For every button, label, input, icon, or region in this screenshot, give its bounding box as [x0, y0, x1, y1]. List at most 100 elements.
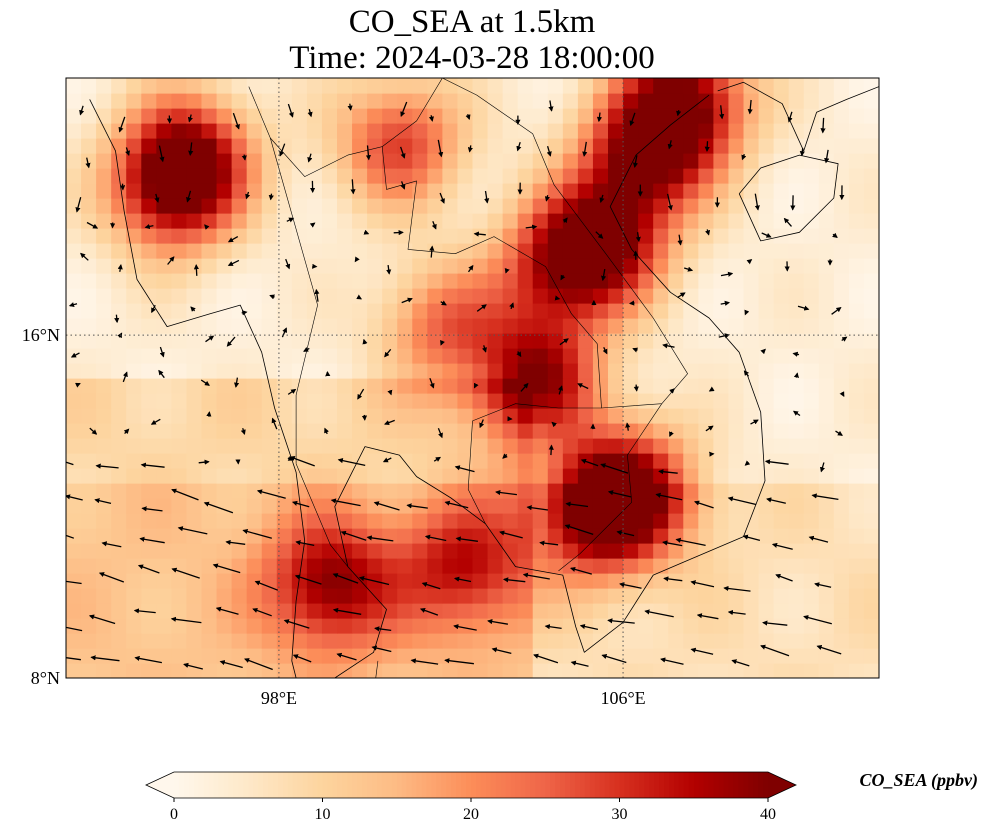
heatmap-cell	[638, 213, 654, 229]
heatmap-cell	[337, 348, 353, 364]
heatmap-cell	[713, 663, 730, 678]
heatmap-cell	[186, 603, 203, 619]
heatmap-cell	[141, 618, 157, 634]
heatmap-cell	[231, 573, 248, 589]
wind-vector	[437, 139, 444, 158]
heatmap-cell	[111, 393, 127, 409]
heatmap-cell	[803, 468, 820, 484]
colorbar-segment	[188, 772, 195, 798]
heatmap-cell	[276, 123, 293, 139]
heatmap-cell	[231, 183, 248, 199]
wind-vector	[227, 259, 240, 266]
heatmap-cell	[427, 438, 443, 454]
heatmap-cell	[728, 243, 745, 259]
heatmap-cell	[276, 633, 293, 649]
heatmap-cell	[502, 348, 519, 364]
colorbar-segment	[332, 772, 338, 798]
heatmap-cell	[126, 153, 142, 169]
heatmap-cell	[683, 663, 699, 678]
wind-vector	[731, 659, 750, 667]
heatmap-cell	[276, 603, 293, 619]
wind-vector	[285, 258, 291, 270]
heatmap-cell	[517, 528, 534, 544]
heatmap-cell	[66, 648, 82, 664]
colorbar-tick-label: 10	[315, 806, 331, 823]
heatmap-cell	[863, 648, 879, 664]
heatmap-cell	[773, 393, 790, 409]
heatmap-cell	[623, 258, 639, 274]
heatmap-cell	[517, 603, 534, 619]
heatmap-cell	[683, 588, 699, 604]
heatmap-cell	[803, 108, 820, 124]
heatmap-cell	[698, 543, 714, 559]
wind-vector	[663, 576, 683, 582]
heatmap-cell	[502, 318, 519, 334]
heatmap-cell	[321, 588, 338, 604]
heatmap-cell	[337, 153, 353, 169]
colorbar-segment	[664, 772, 670, 798]
heatmap-cell	[577, 603, 594, 619]
heatmap-cell	[442, 543, 459, 559]
heatmap-cell	[156, 423, 172, 439]
heatmap-cell	[291, 303, 308, 319]
heatmap-cell	[487, 588, 504, 604]
heatmap-cell	[668, 183, 684, 199]
wind-vector	[444, 500, 469, 509]
heatmap-cell	[382, 393, 398, 409]
heatmap-cell	[562, 423, 579, 439]
heatmap-cell	[96, 333, 112, 349]
heatmap-cell	[487, 258, 504, 274]
colorbar-segment	[312, 772, 319, 798]
heatmap-cell	[532, 198, 549, 214]
heatmap-cell	[683, 123, 699, 139]
heatmap-cell	[472, 363, 489, 379]
heatmap-cell	[638, 663, 654, 678]
heatmap-cell	[562, 483, 579, 499]
heatmap-cell	[773, 288, 790, 304]
heatmap-cell	[367, 138, 383, 154]
heatmap-cell	[216, 198, 233, 214]
heatmap-cell	[773, 78, 790, 94]
wind-vector	[658, 469, 678, 475]
heatmap-cell	[833, 648, 850, 664]
wind-vector	[400, 101, 408, 117]
heatmap-cell	[818, 498, 835, 514]
heatmap-cell	[231, 138, 248, 154]
heatmap-cell	[442, 453, 459, 469]
heatmap-cell	[276, 663, 293, 678]
heatmap-cell	[231, 633, 248, 649]
heatmap-cell	[833, 198, 850, 214]
heatmap-cell	[608, 513, 624, 529]
heatmap-cell	[427, 648, 443, 664]
wind-vector	[70, 352, 80, 358]
heatmap-cell	[562, 123, 579, 139]
heatmap-cell	[653, 288, 669, 304]
heatmap-cell	[261, 588, 278, 604]
wind-vector	[723, 585, 751, 592]
heatmap-cell	[577, 378, 594, 394]
heatmap-cell	[803, 258, 820, 274]
heatmap-cell	[818, 198, 835, 214]
heatmap-cell	[156, 558, 172, 574]
colorbar-segment	[570, 772, 576, 798]
plot-area	[66, 78, 879, 678]
heatmap-cell	[276, 183, 293, 199]
wind-vector	[741, 153, 747, 161]
heatmap-cell	[201, 273, 218, 289]
heatmap-cell	[683, 573, 699, 589]
heatmap-cell	[156, 393, 172, 409]
heatmap-cell	[337, 168, 353, 184]
heatmap-cell	[246, 648, 263, 664]
heatmap-cell	[126, 78, 142, 94]
heatmap-cell	[517, 228, 534, 244]
heatmap-cell	[863, 393, 879, 409]
heatmap-cell	[713, 78, 730, 94]
heatmap-cell	[397, 468, 413, 484]
heatmap-cell	[141, 408, 157, 424]
heatmap-cell	[818, 273, 835, 289]
heatmap-cell	[81, 408, 97, 424]
heatmap-cell	[848, 483, 865, 499]
heatmap-cell	[833, 108, 850, 124]
heatmap-cell	[472, 498, 489, 514]
heatmap-cell	[638, 153, 654, 169]
